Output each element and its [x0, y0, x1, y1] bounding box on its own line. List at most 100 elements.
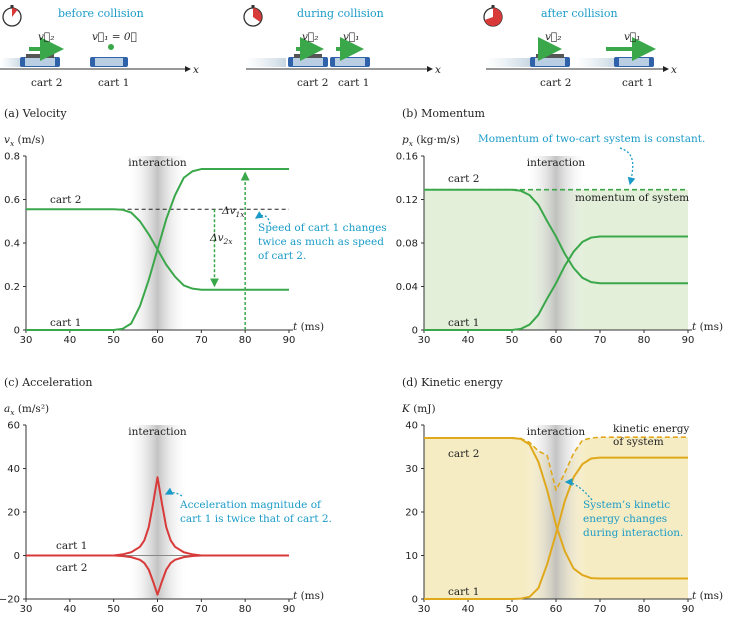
delta-v2-label: Δv2x: [209, 232, 233, 246]
cart-1: [614, 57, 654, 67]
x-axis-label: t (ms): [293, 590, 324, 602]
x-tick-label: 70: [195, 604, 208, 615]
y-tick-label: 0.2: [4, 282, 20, 293]
cart-1-label: cart 1: [622, 77, 653, 89]
annotation-arrow: [164, 487, 183, 497]
cart-2: [530, 54, 570, 67]
cart-1: [330, 57, 370, 67]
scene-caption: before collision: [58, 7, 144, 20]
annotation-line: energy changes: [583, 513, 667, 525]
x-tick-label: 90: [283, 335, 296, 346]
x-axis-label: x: [193, 64, 199, 76]
y-tick-label: 10: [405, 551, 418, 562]
interaction-label: interaction: [128, 157, 187, 169]
x-tick-label: 70: [594, 604, 607, 615]
energy-chart: (d) Kinetic energy K (mJ) interaction 30 40 5…: [401, 376, 723, 615]
annotation-line: Speed of cart 1 changes: [258, 222, 387, 234]
y-tick-label: −20: [0, 595, 20, 606]
stopwatch-icon: [483, 5, 503, 27]
y-axis-label: ax (m/s²): [4, 403, 49, 417]
x-tick-label: 50: [506, 604, 519, 615]
stopwatch-icon: [2, 5, 22, 27]
x-axis-label: x: [435, 64, 441, 76]
momentum-chart: (b) Momentum px (kg·m/s) interaction 30 40 50…: [396, 107, 723, 346]
series-label: cart 1: [50, 317, 81, 329]
x-tick-label: 80: [638, 604, 651, 615]
v1-zero-dot: [108, 44, 114, 50]
system-label: of system: [613, 436, 664, 448]
panel-title: (c) Acceleration: [4, 376, 93, 389]
panel-title: (d) Kinetic energy: [402, 376, 503, 389]
y-axis-label: K (mJ): [401, 403, 436, 415]
series-label: cart 1: [448, 586, 479, 598]
x-tick-label: 30: [418, 604, 431, 615]
cart-2-label: cart 2: [540, 77, 571, 89]
y-axis-label: vx (m/s): [4, 134, 45, 148]
velocity-annotations: Δv2x Δv1x Speed of cart 1 changes twice …: [209, 205, 387, 262]
system-label: momentum of system: [575, 192, 689, 204]
scene-after: after collision x v⃗₂ v⃗₁ cart 2 cart 1: [483, 5, 677, 89]
annotation-line: of cart 2.: [258, 250, 306, 262]
x-tick-label: 90: [682, 335, 695, 346]
scene-caption: after collision: [541, 7, 618, 20]
x-tick-label: 60: [550, 604, 563, 615]
interaction-label: interaction: [527, 157, 586, 169]
y-tick-label: 0.8: [4, 152, 20, 163]
series-line-cart-1: [424, 456, 688, 600]
x-tick-label: 90: [283, 604, 296, 615]
x-tick-label: 80: [239, 604, 252, 615]
y-tick-label: 0: [14, 551, 20, 562]
delta-v1-label: Δv1x: [221, 205, 245, 219]
y-tick-label: 60: [7, 421, 20, 432]
y-tick-label: 40: [7, 464, 20, 475]
y-tick-label: 0.04: [396, 282, 418, 293]
v1-label: v⃗₁: [343, 31, 359, 43]
y-tick-label: 0.6: [4, 195, 20, 206]
series-line-cart-2: [26, 554, 289, 596]
x-tick-label: 40: [462, 335, 475, 346]
scene-before: before collision x v⃗₂ v⃗₁ = 0⃗ cart 2 c…: [0, 5, 199, 89]
x-tick-label: 70: [195, 335, 208, 346]
x-tick-label: 30: [418, 335, 431, 346]
annotation-line: Momentum of two-cart system is constant.: [478, 133, 705, 145]
y-tick-label: 30: [405, 464, 418, 475]
series-line-cart-1: [424, 235, 688, 331]
x-tick-label: 60: [151, 335, 164, 346]
y-tick-label: 40: [405, 421, 418, 432]
x-tick-label: 40: [63, 604, 76, 615]
momentum-annotations: Momentum of two-cart system is constant.…: [478, 133, 705, 204]
x-tick-label: 60: [550, 335, 563, 346]
cart-2: [20, 54, 60, 67]
acceleration-annotations: Acceleration magnitude of cart 1 is twic…: [164, 487, 332, 525]
y-axis-label: px (kg·m/s): [402, 134, 460, 148]
x-axis-label: t (ms): [293, 321, 324, 333]
cart-1-label: cart 1: [338, 77, 369, 89]
x-tick-label: 40: [63, 335, 76, 346]
x-tick-label: 70: [594, 335, 607, 346]
x-axis-label: x: [671, 64, 677, 76]
cart-1: [90, 57, 128, 67]
y-tick-label: 0: [412, 326, 418, 337]
cart-2-label: cart 2: [31, 77, 62, 89]
x-tick-label: 50: [107, 604, 120, 615]
cart-1-label: cart 1: [98, 77, 129, 89]
series-label: cart 2: [448, 173, 479, 185]
annotation-arrow: [254, 211, 271, 225]
v2-label: v⃗₂: [545, 31, 561, 43]
x-tick-label: 50: [107, 335, 120, 346]
y-tick-label: 0: [412, 595, 418, 606]
series-label: cart 2: [50, 194, 81, 206]
y-tick-label: 0: [14, 326, 20, 337]
x-axis-label: t (ms): [692, 321, 723, 333]
annotation-line: twice as much as speed: [258, 236, 384, 248]
panel-title: (b) Momentum: [402, 107, 486, 120]
series-line-cart-2: [424, 188, 688, 285]
series-label: cart 2: [56, 562, 87, 574]
panel-title: (a) Velocity: [4, 107, 67, 120]
cart-2: [288, 54, 328, 67]
annotation-line: Acceleration magnitude of: [179, 499, 322, 511]
y-tick-label: 0.4: [4, 239, 20, 250]
v2-label: v⃗₂: [302, 31, 318, 43]
series-label: cart 1: [448, 317, 479, 329]
